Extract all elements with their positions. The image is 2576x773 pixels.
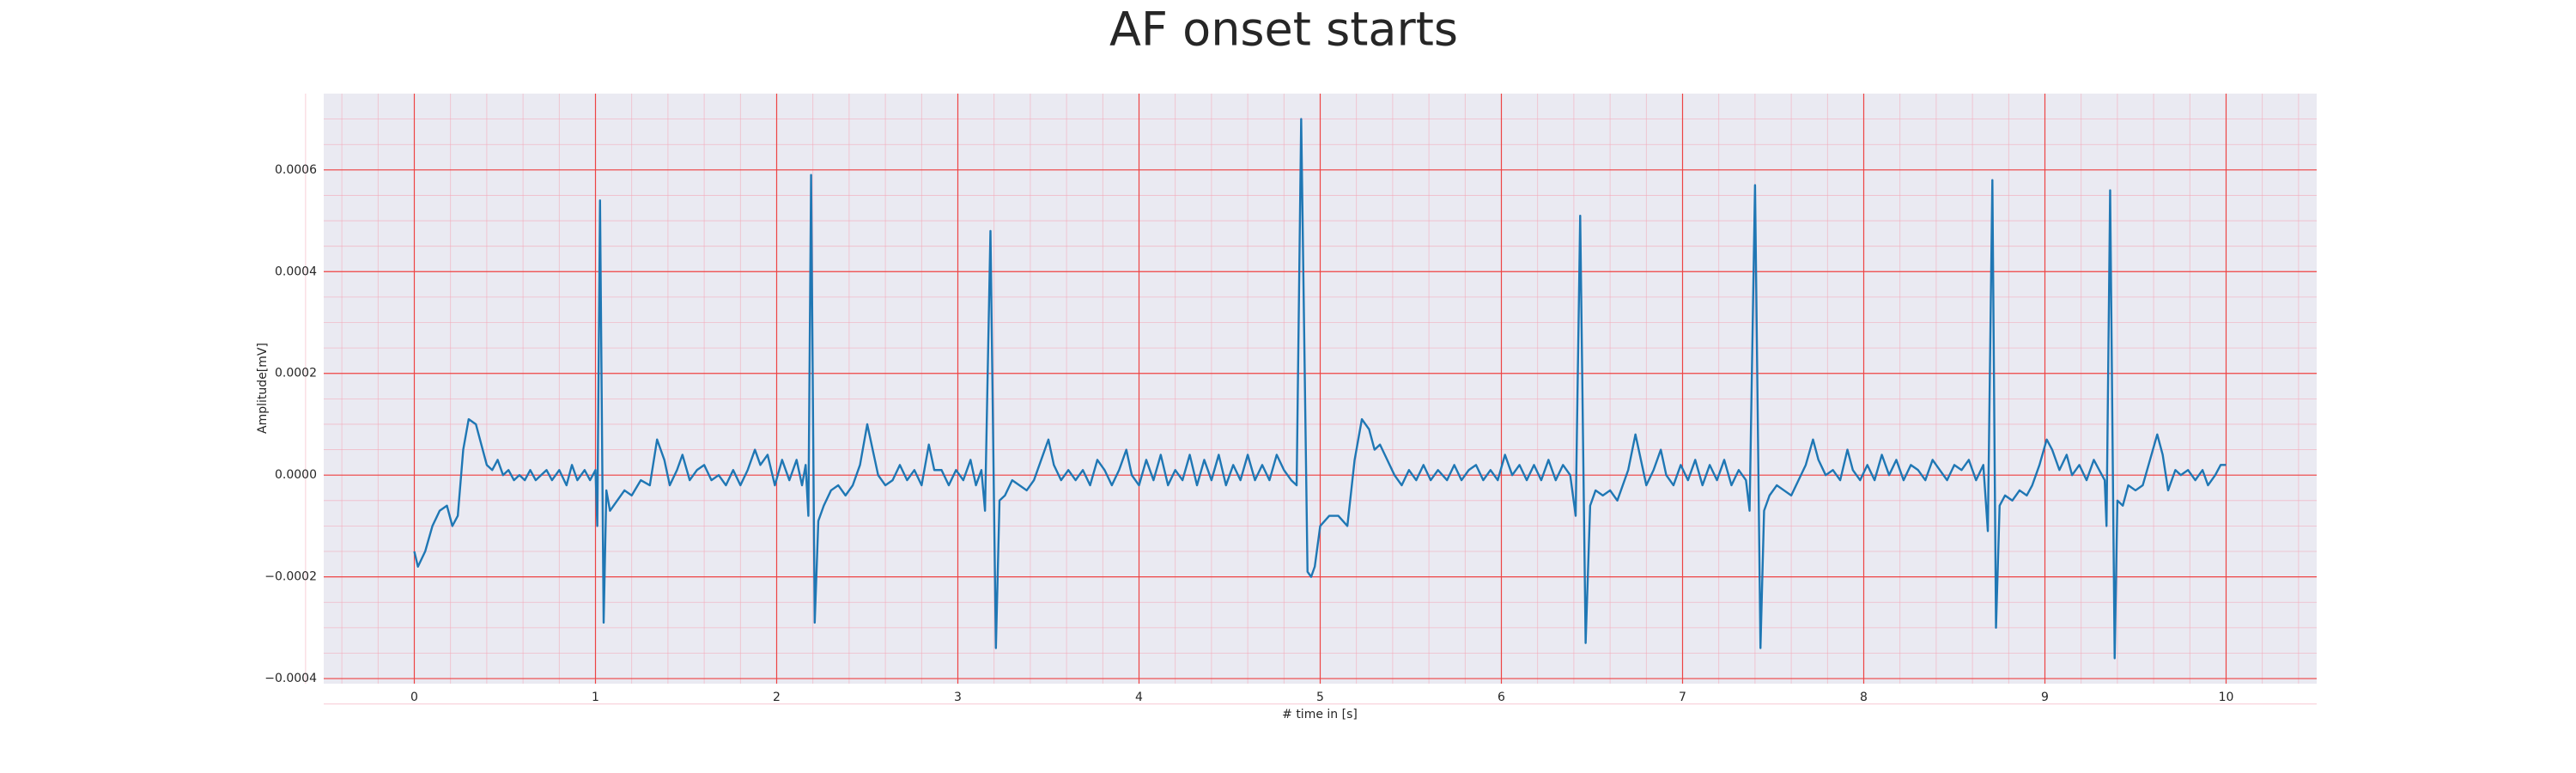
y-tick-label: 0.0000: [275, 468, 317, 482]
x-tick-label: 0: [410, 691, 418, 704]
y-tick-label: 0.0006: [275, 163, 317, 177]
ecg-line: [413, 118, 2227, 660]
x-tick-label: 3: [954, 691, 962, 704]
y-tick-label: −0.0004: [264, 672, 317, 685]
y-tick-label: −0.0002: [264, 570, 317, 584]
x-tick-label: 2: [773, 691, 781, 704]
x-tick-label: 10: [2219, 691, 2234, 704]
x-tick-label: 5: [1316, 691, 1324, 704]
x-tick-label: 4: [1135, 691, 1143, 704]
x-axis-label: # time in [s]: [1282, 708, 1358, 721]
chart-title: AF onset starts: [1109, 3, 1458, 57]
y-axis-label: Amplitude[mV]: [256, 343, 270, 434]
x-tick-label: 9: [2041, 691, 2049, 704]
x-tick-label: 1: [592, 691, 599, 704]
y-tick-label: 0.0002: [275, 367, 317, 380]
y-tick-label: 0.0004: [275, 265, 317, 278]
x-tick-label: 8: [1860, 691, 1868, 704]
x-tick-label: 6: [1498, 691, 1505, 704]
x-tick-label: 7: [1679, 691, 1686, 704]
